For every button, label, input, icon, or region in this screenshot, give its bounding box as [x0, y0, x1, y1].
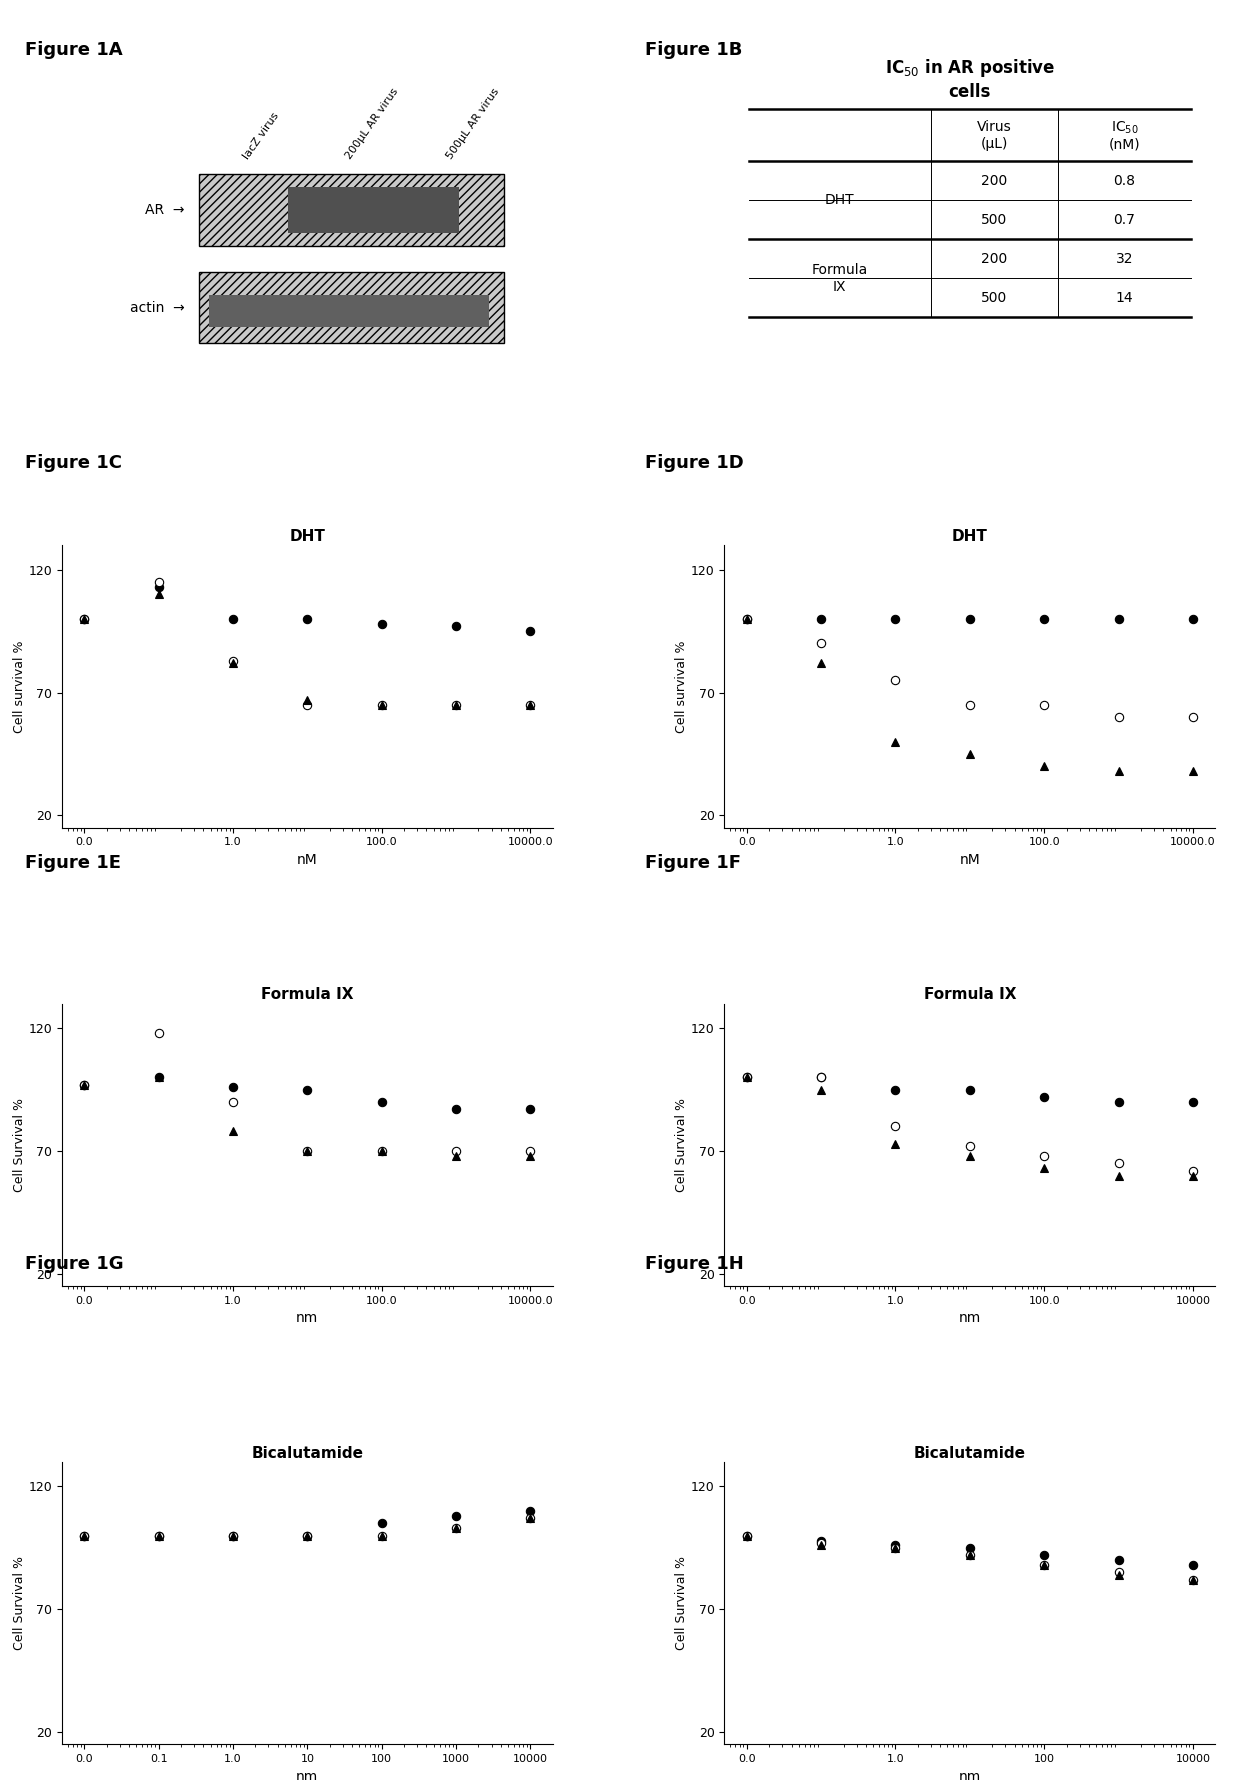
Text: 0.8: 0.8	[1114, 174, 1136, 189]
Title: Bicalutamide: Bicalutamide	[252, 1445, 363, 1461]
X-axis label: nm: nm	[959, 1769, 981, 1780]
Text: IC$_{50}$ in AR positive: IC$_{50}$ in AR positive	[884, 57, 1055, 80]
Bar	[200, 272, 503, 344]
Text: 500: 500	[981, 290, 1007, 304]
Text: Formula
IX: Formula IX	[812, 263, 868, 294]
Text: AR  →: AR →	[145, 203, 185, 217]
Text: 200μL AR virus: 200μL AR virus	[343, 87, 399, 162]
Text: Figure 1A: Figure 1A	[25, 41, 123, 59]
Title: Formula IX: Formula IX	[924, 988, 1016, 1002]
Y-axis label: Cell survival %: Cell survival %	[676, 641, 688, 733]
Text: Figure 1E: Figure 1E	[25, 854, 120, 872]
Text: 500μL AR virus: 500μL AR virus	[445, 87, 501, 162]
Title: Formula IX: Formula IX	[262, 988, 353, 1002]
X-axis label: nM: nM	[298, 853, 317, 867]
Text: Figure 1F: Figure 1F	[645, 854, 740, 872]
Bar	[288, 187, 460, 233]
Y-axis label: Cell Survival %: Cell Survival %	[676, 1556, 688, 1650]
Text: Figure 1G: Figure 1G	[25, 1255, 124, 1273]
Y-axis label: Cell survival %: Cell survival %	[12, 641, 26, 733]
X-axis label: nM: nM	[960, 853, 980, 867]
Text: DHT: DHT	[825, 194, 854, 208]
Y-axis label: Cell Survival %: Cell Survival %	[12, 1556, 26, 1650]
Text: lacZ virus: lacZ virus	[242, 110, 281, 162]
Bar	[200, 174, 503, 246]
Y-axis label: Cell Survival %: Cell Survival %	[676, 1098, 688, 1193]
Text: 500: 500	[981, 214, 1007, 226]
Text: 14: 14	[1116, 290, 1133, 304]
X-axis label: nm: nm	[959, 1312, 981, 1326]
Text: cells: cells	[949, 84, 991, 101]
Text: Figure 1D: Figure 1D	[645, 454, 744, 472]
Text: 200: 200	[981, 174, 1007, 189]
Text: Figure 1B: Figure 1B	[645, 41, 743, 59]
Title: DHT: DHT	[289, 529, 325, 545]
Text: Figure 1H: Figure 1H	[645, 1255, 744, 1273]
Text: 0.7: 0.7	[1114, 214, 1136, 226]
Text: 32: 32	[1116, 253, 1133, 265]
Text: actin  →: actin →	[130, 301, 185, 315]
Text: Virus
(μL): Virus (μL)	[977, 121, 1012, 151]
Text: 200: 200	[981, 253, 1007, 265]
X-axis label: nm: nm	[296, 1312, 319, 1326]
Y-axis label: Cell Survival %: Cell Survival %	[12, 1098, 26, 1193]
Title: DHT: DHT	[952, 529, 988, 545]
Text: Figure 1C: Figure 1C	[25, 454, 122, 472]
Text: IC$_{50}$
(nM): IC$_{50}$ (nM)	[1109, 119, 1141, 151]
X-axis label: nm: nm	[296, 1769, 319, 1780]
Bar	[210, 295, 489, 328]
Title: Bicalutamide: Bicalutamide	[914, 1445, 1025, 1461]
